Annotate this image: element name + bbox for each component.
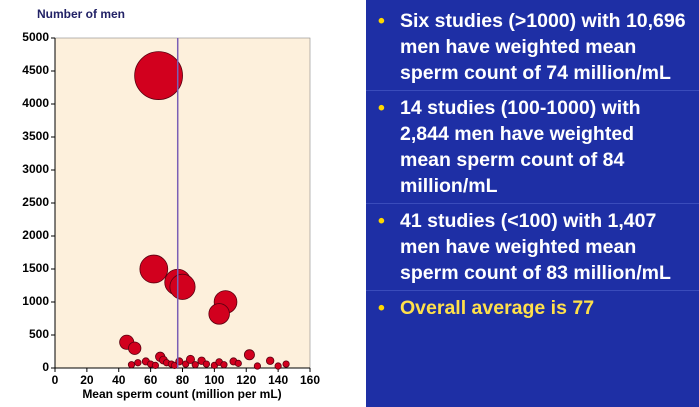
bullet: Overall average is 77 <box>366 291 699 325</box>
bubble <box>274 362 282 370</box>
y-tick-label: 1000 <box>22 294 49 308</box>
y-tick-label: 4000 <box>22 96 49 110</box>
bubble <box>253 362 262 370</box>
bubble <box>282 360 290 368</box>
y-tick-label: 500 <box>29 327 49 341</box>
x-tick-label: 160 <box>300 373 320 387</box>
bubble <box>151 361 160 369</box>
x-tick-label: 120 <box>236 373 256 387</box>
x-tick-label: 40 <box>112 373 126 387</box>
y-tick-label: 2500 <box>22 195 49 209</box>
bullet: 41 studies (<100) with 1,407 men have we… <box>366 204 699 291</box>
bubble <box>191 361 199 369</box>
bubble <box>169 273 196 300</box>
bubble <box>185 354 195 364</box>
bubble <box>128 341 142 355</box>
x-axis-title: Mean sperm count (million per mL) <box>82 387 281 401</box>
bubble <box>134 359 142 367</box>
y-axis-title: Number of men <box>37 7 125 21</box>
bullet: 14 studies (100-1000) with 2,844 men hav… <box>366 91 699 204</box>
plot-background <box>54 37 311 369</box>
y-tick-label: 4500 <box>22 63 49 77</box>
bubble <box>208 303 230 325</box>
y-tick-label: 5000 <box>22 30 49 44</box>
bullet: Six studies (>1000) with 10,696 men have… <box>366 4 699 91</box>
x-tick-label: 60 <box>144 373 158 387</box>
y-tick-label: 1500 <box>22 261 49 275</box>
y-tick-label: 3000 <box>22 162 49 176</box>
bubble <box>139 254 169 284</box>
bubble <box>134 51 183 100</box>
x-tick-label: 100 <box>204 373 224 387</box>
bubble <box>175 357 184 366</box>
y-tick-label: 0 <box>42 360 49 374</box>
bubble <box>265 356 275 365</box>
x-tick-label: 0 <box>52 373 59 387</box>
bullet-panel: Six studies (>1000) with 10,696 men have… <box>366 0 699 407</box>
bubble <box>243 349 255 361</box>
x-tick-label: 80 <box>176 373 190 387</box>
bubble <box>127 361 136 369</box>
chart: Number of men Mean sperm count (million … <box>22 7 320 401</box>
y-tick-label: 2000 <box>22 228 49 242</box>
bubble <box>202 360 211 368</box>
y-tick-label: 3500 <box>22 129 49 143</box>
x-tick-label: 20 <box>80 373 94 387</box>
bubble <box>234 359 242 367</box>
bubble <box>220 361 228 369</box>
x-tick-label: 140 <box>268 373 288 387</box>
